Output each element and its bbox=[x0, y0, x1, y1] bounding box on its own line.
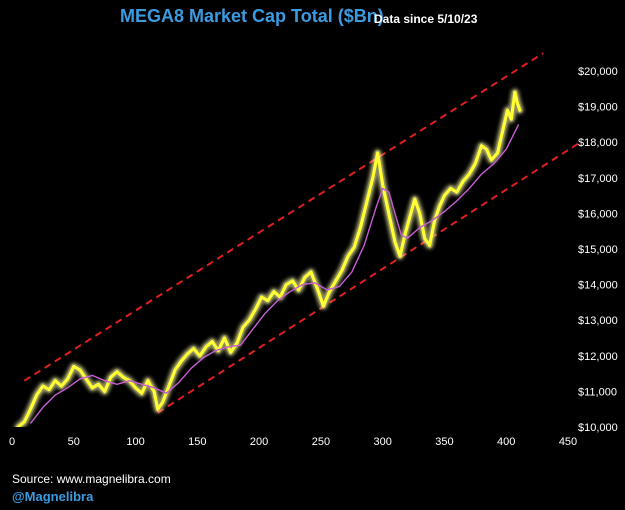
market-cap-line-glow bbox=[15, 89, 523, 427]
y-tick-label: $16,000 bbox=[578, 208, 618, 220]
y-axis: $10,000 $11,000 $12,000 $13,000 $14,000 $15,0… bbox=[578, 66, 618, 434]
x-tick-label: 0 bbox=[9, 436, 15, 448]
trend-channel bbox=[23, 52, 581, 414]
author-handle: @Magnelibra bbox=[12, 489, 94, 504]
x-tick-label: 150 bbox=[188, 436, 206, 448]
y-tick-label: $18,000 bbox=[578, 137, 618, 149]
y-tick-label: $11,000 bbox=[578, 386, 617, 398]
y-tick-label: $10,000 bbox=[578, 422, 618, 434]
chart-subtitle: Data since 5/10/23 bbox=[374, 12, 478, 26]
y-tick-label: $13,000 bbox=[578, 315, 618, 327]
x-tick-label: 200 bbox=[250, 436, 268, 448]
y-tick-label: $17,000 bbox=[578, 173, 618, 185]
x-axis: 0 50 100 150 200 250 300 350 400 450 bbox=[9, 436, 577, 448]
x-tick-label: 450 bbox=[559, 436, 577, 448]
channel-line-upper bbox=[23, 52, 544, 382]
series-group bbox=[15, 89, 523, 427]
x-tick-label: 50 bbox=[68, 436, 80, 448]
x-tick-label: 400 bbox=[497, 436, 515, 448]
x-tick-label: 250 bbox=[312, 436, 330, 448]
source-note: Source: www.magnelibra.com bbox=[12, 472, 171, 486]
x-tick-label: 300 bbox=[373, 436, 391, 448]
x-tick-label: 100 bbox=[126, 436, 144, 448]
y-tick-label: $15,000 bbox=[578, 244, 618, 256]
market-cap-line bbox=[16, 90, 522, 427]
y-tick-label: $20,000 bbox=[578, 66, 618, 78]
chart-title: MEGA8 Market Cap Total ($Bn) bbox=[120, 6, 384, 26]
y-tick-label: $19,000 bbox=[578, 102, 618, 114]
moving-average-line bbox=[29, 124, 520, 424]
y-tick-label: $12,000 bbox=[578, 351, 618, 363]
x-tick-label: 350 bbox=[435, 436, 453, 448]
y-tick-label: $14,000 bbox=[578, 280, 618, 292]
